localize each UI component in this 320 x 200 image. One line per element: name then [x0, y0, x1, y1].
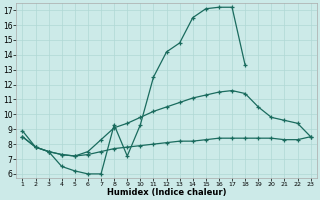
X-axis label: Humidex (Indice chaleur): Humidex (Indice chaleur): [107, 188, 226, 197]
